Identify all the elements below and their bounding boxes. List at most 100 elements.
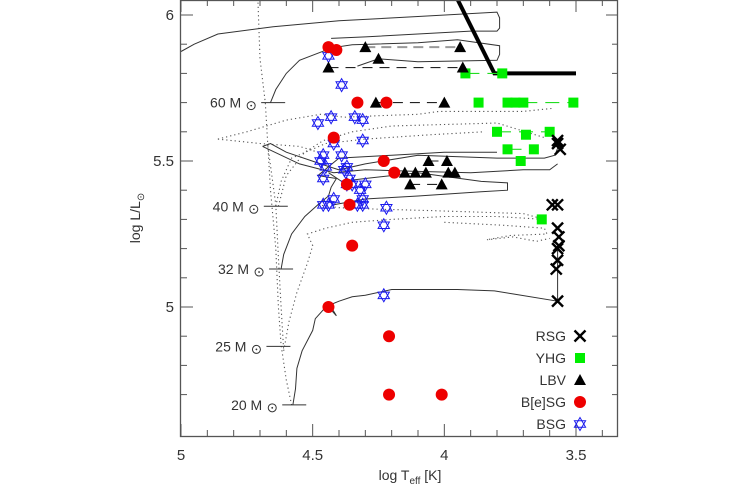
point-bsg [377, 287, 391, 303]
cross-stroke [551, 198, 564, 212]
point-bsg [340, 159, 354, 175]
point-yhg [568, 97, 579, 108]
point-bsg [377, 217, 391, 233]
cross-stroke [553, 142, 567, 156]
point-bsg [335, 77, 349, 93]
star-triangle [311, 119, 325, 131]
cross-stroke [573, 329, 587, 343]
y-tick-label: 5 [166, 299, 174, 316]
legend-label: BSG [536, 416, 566, 432]
mass-labels: 60 M 40 M 32 M 25 M 20 M [210, 95, 307, 413]
mass-label: 25 M [215, 338, 246, 354]
point-bsg [358, 176, 372, 192]
x-tick-label: 3.5 [566, 447, 587, 464]
point-lbv [359, 41, 372, 53]
star-triangle [321, 48, 335, 60]
sun-symbol-dot [258, 271, 260, 273]
mass-label: 20 M [231, 397, 262, 413]
point-bsg [319, 159, 333, 175]
solid-track [262, 145, 558, 174]
point-bsg [337, 162, 351, 178]
point-yhg [460, 68, 471, 79]
hd-limit-line [455, 0, 576, 76]
axis-ticks [180, 0, 618, 436]
star-triangle [327, 195, 341, 207]
star-triangle [379, 204, 393, 216]
point-besg [322, 301, 335, 313]
tick-labels: 5 4.5 4 3.5 5 5.5 6 [153, 7, 586, 464]
point-besg [383, 388, 396, 401]
point-besg [383, 330, 396, 343]
mass-label: 40 M [213, 198, 244, 214]
point-yhg [497, 68, 508, 79]
point-lbv [419, 166, 432, 178]
star-triangle [335, 151, 349, 163]
point-besg [346, 239, 359, 252]
sun-symbol-dot [255, 348, 258, 351]
star-triangle [316, 170, 330, 183]
star-triangle [358, 180, 372, 192]
point-bsg [311, 115, 325, 131]
point-rsg [551, 294, 564, 308]
sun-symbol-dot [250, 104, 253, 107]
star-triangle [377, 217, 391, 229]
star-triangle [314, 157, 328, 169]
point-rsg [545, 198, 559, 212]
star-triangle [319, 159, 333, 171]
point-rsg [551, 137, 564, 150]
cross-stroke [551, 294, 564, 308]
star-triangle [353, 186, 367, 198]
y-axis-label: log L/L⊙ [127, 193, 147, 243]
mass-label: 32 M [218, 261, 249, 277]
star-triangle [356, 195, 370, 207]
y-axis-label-main: log L/L [127, 201, 143, 243]
point-yhg [502, 144, 513, 155]
legend: RSG YHG LBV B[e]SG BSG [521, 328, 587, 432]
sun-symbol-dot [252, 208, 255, 211]
star-triangle [356, 133, 370, 145]
point-lbv [454, 41, 467, 53]
x-tick-label: 5 [177, 447, 185, 464]
star-triangle [377, 221, 391, 233]
point-lbv [435, 178, 448, 190]
solid-track [181, 11, 501, 52]
point-yhg [502, 97, 513, 108]
x-tick-label: 4.5 [302, 447, 323, 464]
point-rsg [549, 262, 563, 276]
point-besg [330, 44, 343, 57]
point-bsg [324, 109, 338, 125]
star-triangle [340, 159, 354, 171]
star-triangle [335, 147, 349, 159]
star-triangle [337, 162, 351, 174]
solid-track [270, 39, 501, 103]
x-axis-label-unit: [K] [420, 467, 441, 483]
point-besg [435, 388, 448, 401]
sun-symbol-dot [271, 406, 274, 409]
star-triangle [321, 197, 335, 209]
point-bsg [327, 191, 341, 207]
sun-symbol-icon [249, 204, 259, 214]
star-triangle [321, 201, 335, 213]
point-bsg [356, 112, 370, 128]
point-besg [351, 96, 364, 109]
cross-stroke [551, 134, 564, 147]
point-besg [380, 96, 393, 109]
point-lbv [438, 96, 451, 108]
star-triangle [324, 113, 338, 125]
cross-stroke [551, 137, 564, 150]
star-triangle [316, 151, 330, 163]
star-triangle [337, 166, 351, 178]
point-lbv [322, 61, 335, 73]
point-lbv [448, 166, 461, 178]
sun-symbol-icon [267, 403, 277, 413]
star-triangle [377, 291, 391, 303]
point-yhg [518, 97, 529, 108]
x-axis-label-sub: eff [409, 476, 420, 486]
point-yhg [510, 97, 521, 108]
x-tick-label: 4 [440, 447, 448, 464]
star-triangle [340, 163, 354, 175]
legend-label: LBV [540, 372, 567, 388]
point-lbv [404, 178, 417, 190]
dotted-track [277, 122, 545, 207]
point-lbv [369, 96, 382, 108]
